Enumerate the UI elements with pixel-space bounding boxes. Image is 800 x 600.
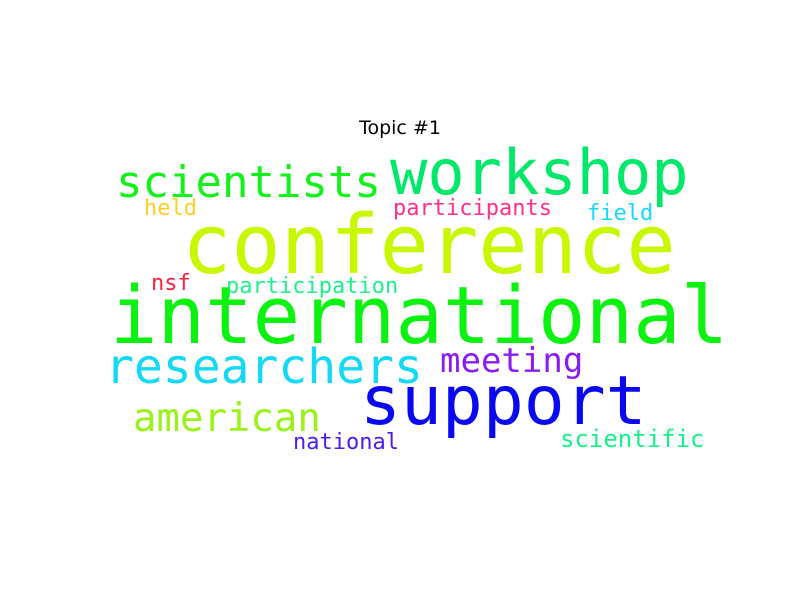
word-american: american <box>133 396 321 441</box>
word-meeting: meeting <box>440 341 584 381</box>
word-held: held <box>144 196 197 221</box>
word-scientists: scientists <box>116 157 381 208</box>
word-workshop: workshop <box>390 136 689 209</box>
word-national: national <box>293 430 399 455</box>
word-international: international <box>110 270 729 362</box>
word-support: support <box>360 362 647 441</box>
word-participation: participation <box>226 274 399 299</box>
word-field: field <box>587 201 654 226</box>
word-conference: conference <box>182 198 676 293</box>
word-nsf: nsf <box>151 271 191 296</box>
word-researchers: researchers <box>105 339 423 395</box>
word-participants: participants <box>393 196 552 221</box>
word-scientific: scientific <box>560 425 705 453</box>
word-cloud-title: Topic #1 <box>359 117 441 139</box>
